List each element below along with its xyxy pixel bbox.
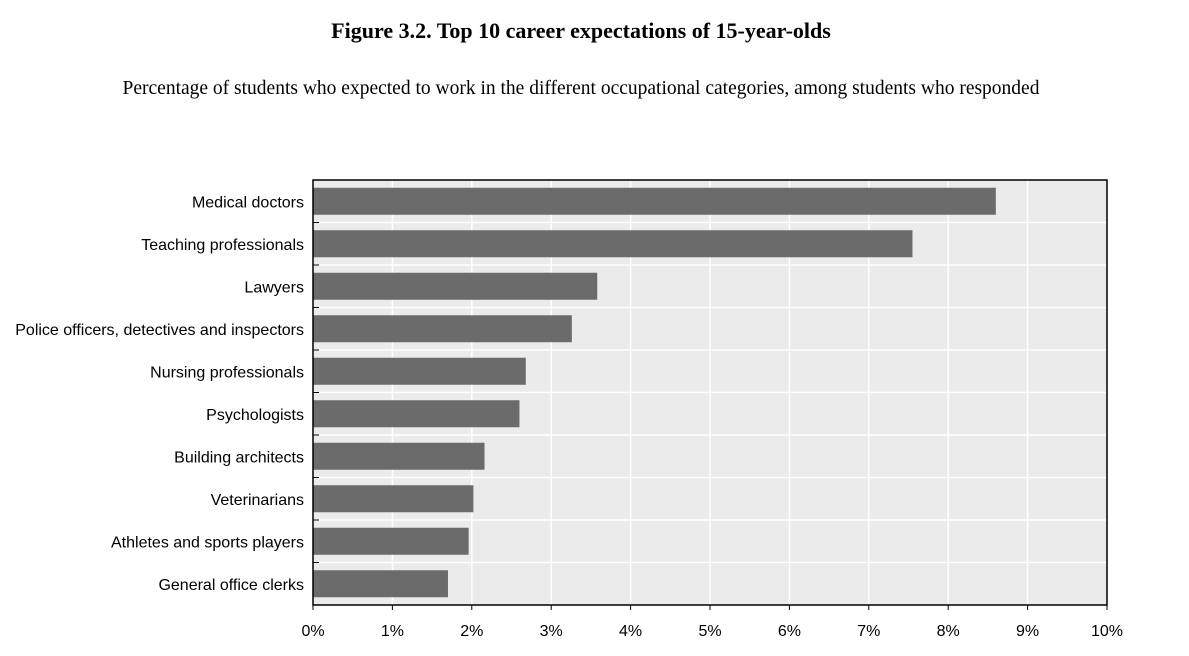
bar	[313, 400, 520, 428]
bars	[313, 187, 996, 598]
bar	[313, 527, 469, 555]
bar	[313, 357, 526, 385]
category-label: Psychologists	[206, 407, 304, 424]
x-tick-label: 9%	[1016, 623, 1039, 640]
x-tick-label: 4%	[619, 623, 642, 640]
category-label: Nursing professionals	[150, 364, 304, 381]
chart-title: Figure 3.2. Top 10 career expectations o…	[331, 18, 831, 43]
bar	[313, 272, 598, 300]
bar	[313, 485, 474, 513]
x-tick-label: 0%	[301, 623, 324, 640]
bar	[313, 315, 572, 343]
x-tick-label: 6%	[778, 623, 801, 640]
category-labels: Medical doctors Teaching professionals Law…	[15, 194, 304, 594]
category-label: Building architects	[174, 449, 304, 466]
chart-subtitle: Percentage of students who expected to w…	[122, 78, 1040, 99]
x-tick-label: 3%	[540, 623, 563, 640]
x-tick-label: 8%	[937, 623, 960, 640]
category-label: Medical doctors	[192, 194, 304, 211]
x-axis-ticks: 0% 1% 2% 3% 4% 5% 6% 7% 8% 9% 10%	[301, 605, 1123, 640]
category-label: Athletes and sports players	[111, 534, 304, 551]
plot-frame	[312, 179, 1108, 606]
x-tick-label: 10%	[1091, 623, 1123, 640]
bar	[313, 230, 913, 258]
bar	[313, 442, 485, 470]
category-label: General office clerks	[158, 577, 304, 594]
x-tick-label: 2%	[460, 623, 483, 640]
x-tick-label: 5%	[698, 623, 721, 640]
category-label: Teaching professionals	[141, 237, 304, 254]
category-label: Veterinarians	[211, 492, 304, 509]
bar	[313, 570, 448, 598]
x-tick-label: 1%	[381, 623, 404, 640]
x-tick-label: 7%	[857, 623, 880, 640]
category-label: Police officers, detectives and inspecto…	[15, 322, 304, 339]
category-label: Lawyers	[244, 279, 304, 296]
bar	[313, 187, 996, 215]
